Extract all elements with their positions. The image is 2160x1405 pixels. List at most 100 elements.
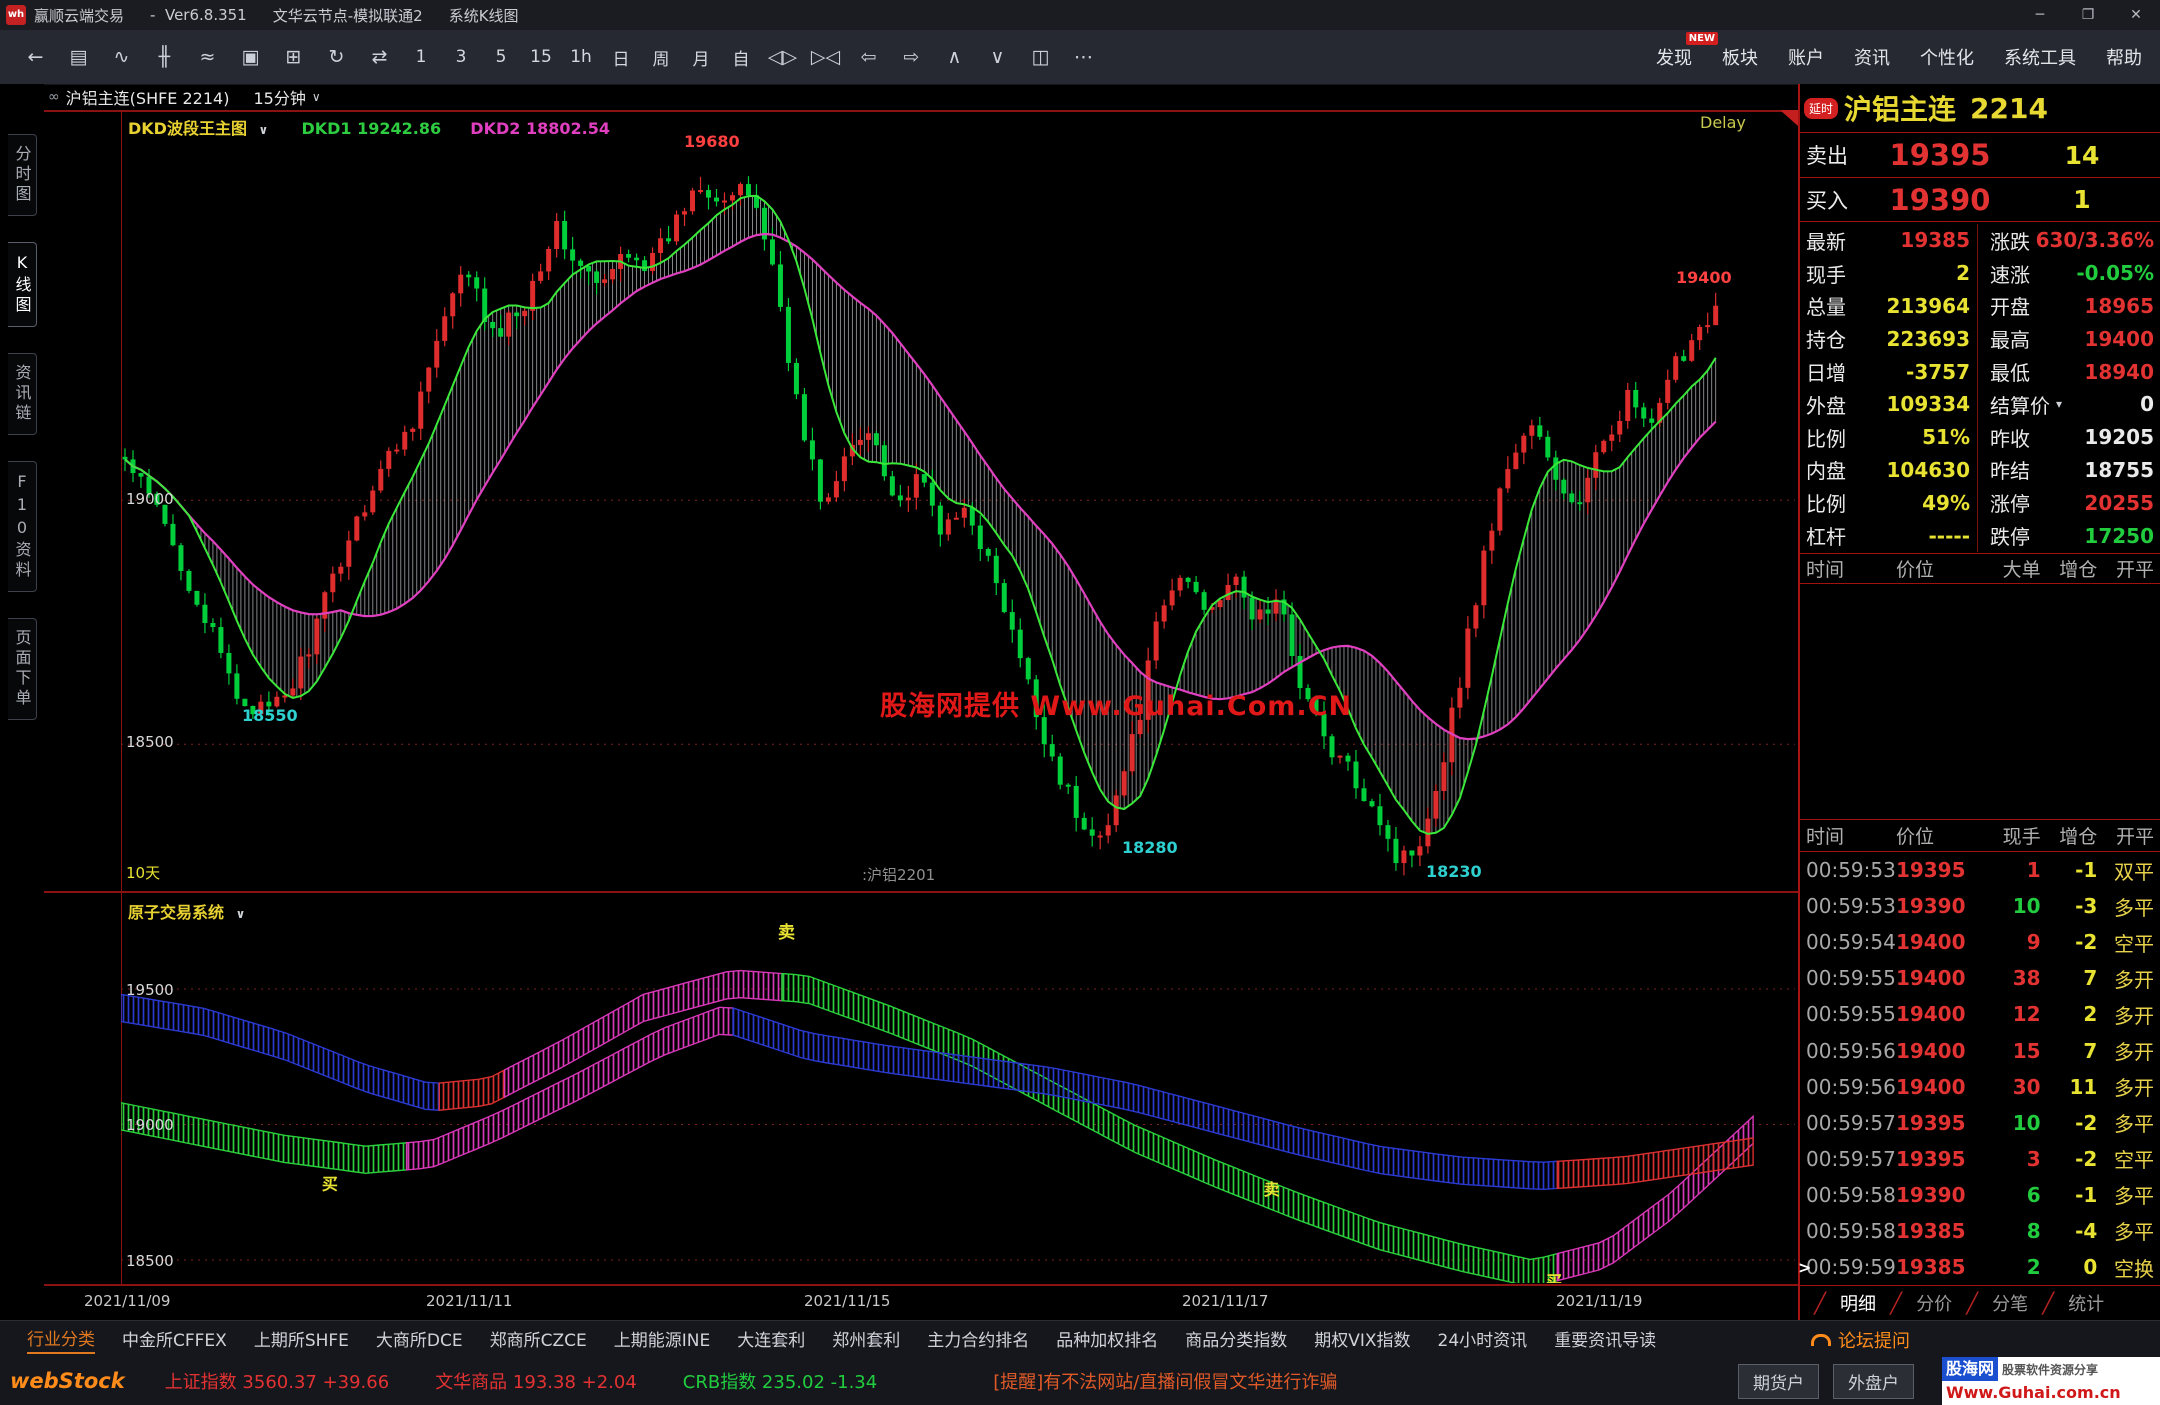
period-自-button[interactable]: 自 [732, 49, 750, 70]
panel-tab-分笔[interactable]: 分笔 [1992, 1294, 2029, 1315]
scale-down-icon[interactable]: ∨ [990, 46, 1005, 68]
minimize-button[interactable]: ─ [2035, 7, 2045, 23]
quote-field-row: 最新 19385 涨跌 630/3.36% [1806, 224, 2154, 257]
tick-row: 00:59:54 19400 9 -2 空平 [1806, 924, 2154, 960]
big-order-header: 时间 价位 大单 增仓 开平 [1800, 554, 2160, 584]
compress-icon[interactable]: ▷◁ [810, 46, 841, 68]
button-期货户[interactable]: 期货户 [1738, 1363, 1819, 1399]
menu-账户[interactable]: 账户 [1788, 48, 1824, 69]
nav-商品分类指数[interactable]: 商品分类指数 [1185, 1331, 1288, 1351]
multi-chart-icon[interactable]: ▣ [241, 46, 260, 68]
nav-24小时资讯[interactable]: 24小时资讯 [1437, 1331, 1528, 1351]
main-toolbar: ← ▤ ∿ ╫ ≈ ▣ ⊞ ↻ ⇄ 1 3 5 15 1h 日 周 月 自 ◁▷ ▷◁ ⇦ ⇨ ∧ ∨ ◫ ⋯ 发现 NEW 板块 账户… [0, 30, 2160, 85]
y-axis-label: 19000 [126, 1116, 174, 1134]
menu-板块[interactable]: 板块 [1722, 48, 1758, 69]
tick-row: 00:59:53 19395 1 -1 双平 [1806, 852, 2154, 888]
sidebar-tab-F10资料[interactable]: F10资料 [7, 461, 37, 592]
quote-field: 比例 51% [1806, 423, 1980, 452]
price-label: 19400 [1676, 268, 1732, 287]
quote-panel: 延时 沪铝主连 2214 卖出 19395 14 买入 19390 1 最新 19… [1798, 84, 2160, 1320]
tick-chart-icon[interactable]: ≈ [199, 46, 216, 68]
quote-header: 延时 沪铝主连 2214 [1800, 84, 2160, 133]
period-日-button[interactable]: 日 [612, 49, 630, 70]
panel-tab-明细[interactable]: 明细 [1840, 1294, 1877, 1315]
scale-up-icon[interactable]: ∧ [947, 46, 962, 68]
lower-chart-canvas[interactable]: 买卖买 [121, 905, 1795, 1283]
tick-oi-change: -4 [2075, 1218, 2098, 1243]
menu-发现[interactable]: 发现 NEW [1656, 32, 1718, 70]
tick-price: 19400 [1895, 966, 1966, 991]
forum-link[interactable]: 论坛提问 [1811, 1327, 1910, 1353]
period-3-button[interactable]: 3 [455, 47, 467, 67]
nav-中金所CFFEX[interactable]: 中金所CFFEX [122, 1331, 227, 1351]
page-right-icon[interactable]: ⇨ [903, 46, 920, 68]
more-icon[interactable]: ⋯ [1074, 46, 1093, 68]
menu-帮助[interactable]: 帮助 [2106, 48, 2142, 69]
sidebar-tab-资讯链[interactable]: 资讯链 [7, 353, 37, 435]
x-axis-line [44, 1284, 1798, 1286]
button-外盘户[interactable]: 外盘户 [1833, 1363, 1914, 1399]
save-icon[interactable]: ⊞ [285, 46, 302, 68]
period-月-button[interactable]: 月 [692, 49, 710, 70]
kline-icon[interactable]: ╫ [158, 46, 171, 68]
period-selector[interactable]: 15分钟 [253, 89, 306, 108]
contract-label: :沪铝2201 [862, 866, 936, 884]
timeline-icon[interactable]: ∿ [113, 46, 130, 68]
nav-品种加权排名[interactable]: 品种加权排名 [1056, 1331, 1159, 1351]
close-button[interactable]: ✕ [2130, 7, 2142, 23]
nav-重要资讯导读[interactable]: 重要资讯导读 [1554, 1331, 1657, 1351]
report-icon[interactable]: ▤ [69, 46, 88, 68]
maximize-button[interactable]: ❐ [2081, 7, 2095, 23]
period-15-button[interactable]: 15 [530, 47, 552, 67]
expand-icon[interactable]: ◁▷ [767, 46, 798, 68]
new-badge: NEW [1685, 32, 1718, 45]
period-5-button[interactable]: 5 [495, 47, 507, 67]
tick-volume: 38 [2012, 966, 2041, 991]
menu-资讯[interactable]: 资讯 [1854, 48, 1890, 69]
nav-大连套利[interactable]: 大连套利 [737, 1331, 806, 1351]
corner-flag [1780, 110, 1798, 126]
field-value: 0 [2140, 392, 2154, 417]
nav-上期能源INE[interactable]: 上期能源INE [613, 1331, 711, 1351]
tick-time: 00:59:53 [1806, 894, 1896, 919]
chevron-down-icon[interactable]: ▾ [2056, 397, 2063, 412]
field-label: 内盘 [1806, 459, 1846, 484]
nav-郑商所CZCE[interactable]: 郑商所CZCE [489, 1331, 587, 1351]
sidebar-tab-K线图[interactable]: K线图 [7, 242, 37, 327]
menu-个性化[interactable]: 个性化 [1920, 48, 1974, 69]
layout-icon[interactable]: ◫ [1031, 46, 1050, 68]
guhai-ad[interactable]: 股海网 股票软件资源分享 Www.Guhai.com.cn [1942, 1357, 2160, 1405]
tick-volume: 1 [2026, 858, 2041, 883]
main-chart-canvas[interactable] [121, 110, 1795, 893]
tick-list[interactable]: 00:59:53 19395 1 -1 双平 00:59:53 19390 10 -3 多平 00:… [1798, 852, 2160, 1286]
page-left-icon[interactable]: ⇦ [860, 46, 877, 68]
left-sidebar: 分时图 K线图资讯链 F10资料页面下单 [0, 84, 44, 1320]
panel-tab-分价[interactable]: 分价 [1916, 1294, 1953, 1315]
sidebar-tab-页面下单[interactable]: 页面下单 [7, 618, 37, 720]
tick-time: 00:59:58 [1806, 1218, 1896, 1243]
tick-oi-change: 11 [2069, 1074, 2098, 1099]
sidebar-tab-分时图[interactable]: 分时图 [7, 134, 37, 216]
nav-大商所DCE[interactable]: 大商所DCE [375, 1331, 463, 1351]
main-indicator-name[interactable]: DKD波段王主图 [128, 119, 247, 138]
nav-上期所SHFE[interactable]: 上期所SHFE [253, 1331, 349, 1351]
tick-open-close: 多平 [2114, 1112, 2155, 1137]
nav-期权VIX指数[interactable]: 期权VIX指数 [1314, 1331, 1411, 1351]
period-1h-button[interactable]: 1h [570, 47, 592, 67]
period-周-button[interactable]: 周 [652, 49, 670, 70]
nav-行业分类[interactable]: 行业分类 [27, 1325, 95, 1354]
symbol-title[interactable]: 沪铝主连(SHFE 2214) [65, 89, 230, 108]
nav-主力合约排名[interactable]: 主力合约排名 [927, 1331, 1030, 1351]
menu-系统工具[interactable]: 系统工具 [2004, 48, 2076, 69]
column-header: 时间 [1806, 559, 1845, 581]
tick-price: 19390 [1895, 894, 1966, 919]
field-label: 比例 [1806, 426, 1846, 451]
period-1-button[interactable]: 1 [415, 47, 427, 67]
lower-indicator-name[interactable]: 原子交易系统 [128, 903, 225, 922]
back-icon[interactable]: ← [27, 46, 44, 68]
panel-tab-统计[interactable]: 统计 [2068, 1294, 2105, 1315]
indicator-switch-icon[interactable]: ⇄ [371, 46, 388, 68]
nav-郑州套利[interactable]: 郑州套利 [832, 1331, 901, 1351]
refresh-icon[interactable]: ↻ [328, 46, 345, 68]
tick-price: 19395 [1895, 858, 1966, 883]
